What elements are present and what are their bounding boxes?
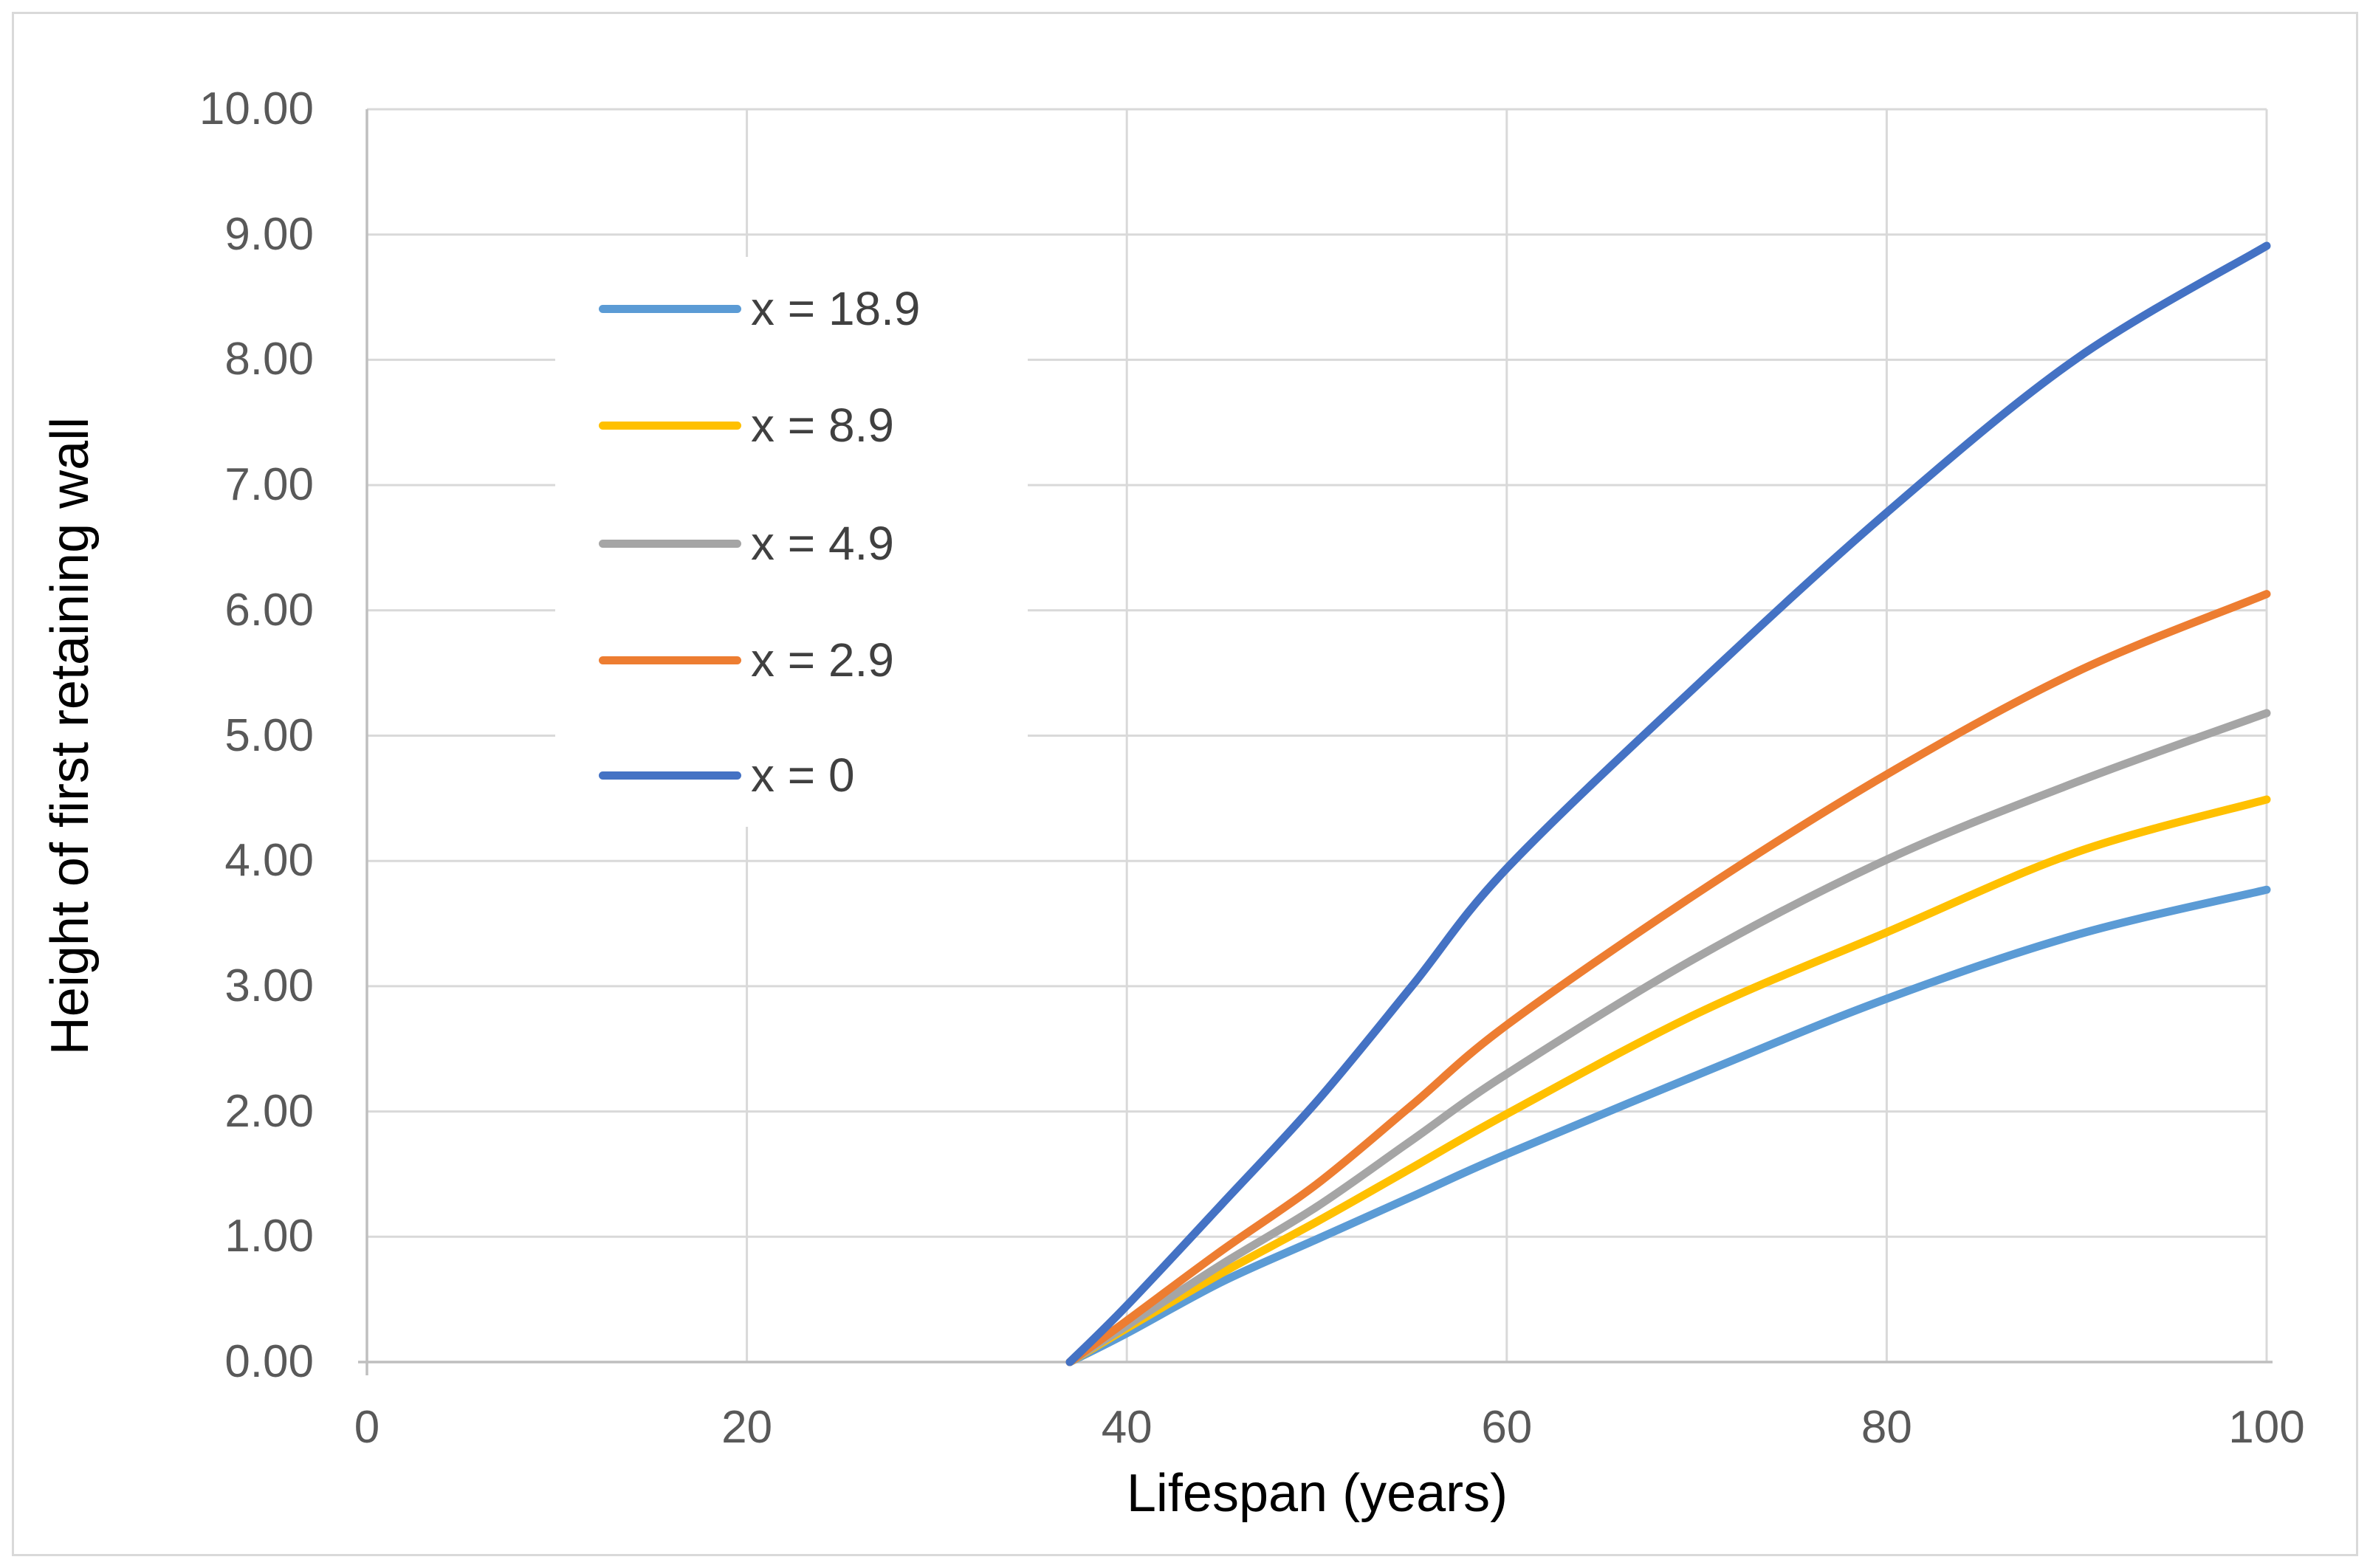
y-tick-label: 9.00 (224, 208, 314, 260)
legend-label: x = 8.9 (751, 399, 894, 452)
y-tick-label: 5.00 (224, 709, 314, 761)
legend-label: x = 0 (751, 749, 855, 802)
series-line-2 (1065, 709, 2271, 1366)
y-tick-label: 7.00 (224, 459, 314, 511)
x-axis-title: Lifespan (years) (1126, 1464, 1508, 1523)
legend-label: x = 4.9 (751, 517, 894, 570)
y-tick-label: 8.00 (224, 334, 314, 385)
legend-line-swatch (599, 305, 741, 313)
x-tick-label: 60 (1481, 1402, 1533, 1453)
legend-item: x = 2.9 (555, 636, 1028, 684)
legend-line-swatch (599, 540, 741, 548)
x-tick-label: 40 (1101, 1402, 1153, 1453)
y-tick-label: 2.00 (224, 1085, 314, 1137)
legend-item: x = 18.9 (555, 285, 1028, 332)
x-tick-label: 20 (721, 1402, 773, 1453)
legend-label: x = 2.9 (751, 633, 894, 687)
x-tick-label: 100 (2228, 1402, 2305, 1453)
series-line-0 (1065, 885, 2271, 1366)
series-line-1 (1065, 795, 2271, 1366)
legend-line-swatch (599, 656, 741, 664)
y-tick-label: 10.00 (199, 83, 314, 134)
legend-line-swatch (599, 422, 741, 430)
y-tick-label: 0.00 (224, 1336, 314, 1387)
y-tick-label: 4.00 (224, 835, 314, 887)
series-line-4 (1065, 241, 2271, 1366)
y-axis-title: Height of first retaining wall (41, 416, 100, 1056)
y-tick-label: 3.00 (224, 960, 314, 1011)
legend-item: x = 4.9 (555, 520, 1028, 567)
y-tick-label: 6.00 (224, 584, 314, 636)
x-tick-label: 80 (1861, 1402, 1912, 1453)
legend-label: x = 18.9 (751, 282, 921, 335)
x-tick-label: 0 (354, 1402, 380, 1453)
series-line-3 (1065, 590, 2271, 1366)
legend-line-swatch (599, 771, 741, 780)
legend-item: x = 0 (555, 752, 1028, 799)
legend-item: x = 8.9 (555, 402, 1028, 449)
legend: x = 18.9 x = 8.9 x = 4.9 x = 2.9 x = 0 (555, 257, 1028, 827)
y-tick-label: 1.00 (224, 1211, 314, 1262)
